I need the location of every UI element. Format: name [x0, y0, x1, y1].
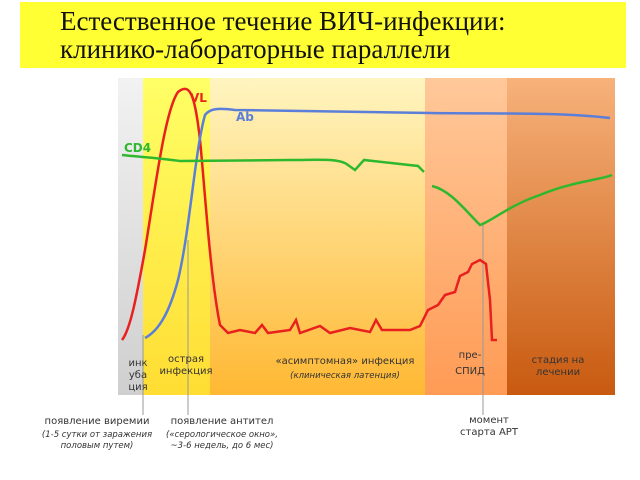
event-label: момент	[469, 415, 509, 426]
band	[425, 78, 507, 395]
stage-label: острая	[168, 354, 204, 365]
event-note: ~3-6 недель, до 6 мес)	[171, 441, 274, 451]
event-label: появление виремии	[45, 416, 150, 427]
cd4-curve	[121, 153, 425, 173]
title-box	[20, 2, 626, 68]
band	[210, 78, 425, 395]
ab-curve	[144, 107, 611, 340]
stage-label: ция	[128, 382, 147, 393]
stage-label: инфекция	[159, 366, 212, 377]
band	[143, 78, 210, 395]
stage-label: уба	[129, 370, 147, 381]
band	[118, 78, 143, 395]
event-label: появление антител	[171, 416, 274, 427]
stage-label: «асимптомная» инфекция	[276, 356, 415, 367]
cd4-curve	[431, 173, 613, 227]
event-note: (1-5 сутки от заражения	[42, 430, 152, 440]
curve-label: Ab	[236, 110, 254, 124]
stage-label: стадия на	[532, 355, 585, 366]
stage-note: (клиническая латенция)	[290, 371, 400, 381]
stage-label: СПИД	[455, 366, 485, 377]
event-note: половым путем)	[61, 441, 134, 451]
vl-curve	[120, 87, 497, 342]
curve-label: CD4	[124, 141, 151, 155]
curve-label: VL	[190, 91, 207, 105]
stage-label: инк	[128, 358, 147, 369]
title-line: клинико-лабораторные параллели	[60, 34, 450, 64]
band	[507, 78, 615, 395]
stage-label: лечении	[536, 367, 580, 378]
stage-label: пре-	[459, 350, 482, 361]
title-line: Естественное течение ВИЧ-инфекции:	[60, 6, 505, 36]
event-label: старта АРТ	[460, 427, 519, 438]
event-note: («серологическое окно»,	[166, 430, 278, 440]
